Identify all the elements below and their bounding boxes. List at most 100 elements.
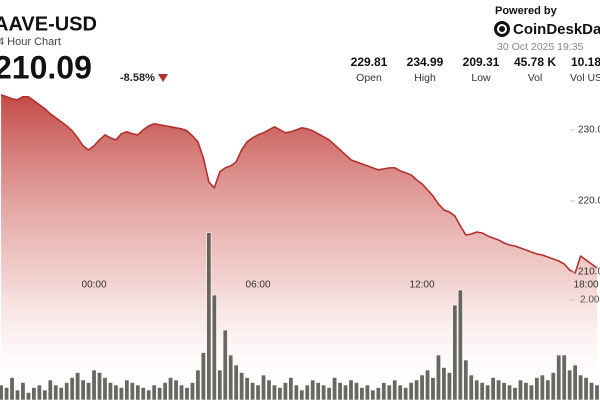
volume-bar [271, 384, 277, 400]
volume-bar [348, 379, 354, 400]
volume-bar [343, 384, 349, 400]
price-line [0, 94, 598, 274]
volume-bar [239, 372, 245, 400]
volume-bar [58, 387, 64, 400]
volume-bar [135, 384, 141, 400]
volume-bar [496, 379, 502, 400]
volume-bar [129, 382, 135, 400]
volume-bar [446, 372, 452, 400]
volume-bar [151, 384, 157, 400]
volume-bar [211, 294, 217, 400]
volume-bar [474, 379, 480, 400]
volume-bar [102, 377, 108, 400]
y-tick-label: 230.0 [578, 124, 600, 135]
volume-bar [244, 377, 250, 400]
volume-bar [583, 377, 589, 400]
volume-bar [381, 382, 387, 400]
volume-bar [375, 387, 381, 400]
volume-bar [353, 382, 359, 400]
x-tick-label: 06:00 [246, 280, 271, 291]
volume-bar [578, 374, 584, 400]
volume-bar [107, 382, 113, 400]
volume-bar [97, 372, 103, 400]
brand: CoinDeskDat [513, 21, 600, 38]
volume-bar [490, 377, 496, 400]
logo-mark [497, 24, 507, 34]
stat-value: 234.99 [407, 55, 444, 69]
volume-bar [304, 384, 310, 400]
volume-bar [397, 384, 403, 400]
volume-bar [195, 369, 201, 400]
y-tick-label: 220.0 [578, 196, 600, 207]
volume-bar [550, 372, 556, 400]
volume-bar [589, 382, 595, 400]
volume-bar [288, 377, 294, 400]
stat-label: Open [356, 72, 382, 84]
volume-bar [9, 377, 15, 400]
volume-bar [594, 384, 600, 400]
volume-bar [310, 379, 316, 400]
volume-bar [261, 374, 267, 400]
volume-bar [266, 379, 272, 400]
volume-bar [140, 387, 146, 400]
volume-bar [64, 382, 70, 400]
volume-bar [534, 377, 540, 400]
volume-bar [157, 387, 163, 400]
down-arrow [158, 74, 168, 82]
x-tick-label: 12:00 [410, 280, 435, 291]
volume-bar [118, 387, 124, 400]
volume-bar [332, 377, 338, 400]
y-tick-label: 210.0 [578, 267, 600, 278]
change: -8.58% [120, 72, 155, 84]
volume-bar [315, 382, 321, 400]
x-tick-label: 18:00 [574, 280, 599, 291]
plot: 00:00 06:00 12:00 18:00 210.0 220.0 230.0 2.00 [0, 94, 600, 400]
volume-bar [485, 384, 491, 400]
volume-bar [233, 364, 239, 400]
volume-bar [124, 379, 130, 400]
volume-bar [277, 387, 283, 400]
volume-bar [556, 354, 562, 400]
volume-bar [528, 384, 534, 400]
volume-bar [228, 354, 234, 400]
volume-bar [545, 379, 551, 400]
powered-by: Powered by [495, 5, 558, 17]
volume-bar [42, 389, 48, 400]
volume-bar [86, 382, 92, 400]
volume-bar [441, 367, 447, 400]
volume-bar [523, 382, 529, 400]
volume-bar [321, 384, 327, 400]
volume-bar [364, 384, 370, 400]
volume-bar [299, 389, 305, 400]
volume-bar [392, 379, 398, 400]
volume-bar [517, 379, 523, 400]
volume-bar [452, 304, 458, 400]
price: 210.09 [0, 49, 92, 85]
volume-bar [69, 377, 75, 400]
volume-bar [501, 382, 507, 400]
volume-bar [25, 392, 31, 400]
stat-value: 10.18 [571, 55, 600, 69]
stat-value: 229.81 [351, 55, 388, 69]
volume-bar [255, 384, 261, 400]
volume-bar [250, 382, 256, 400]
volume-bar [430, 377, 436, 400]
y2-tick-label: 2.00 [580, 295, 600, 306]
volume-bar [146, 389, 152, 400]
stat-value: 45.78 K [514, 55, 556, 69]
period: 4 Hour Chart [0, 36, 61, 48]
volume-bar [359, 387, 365, 400]
volume-bar [425, 369, 431, 400]
logo [494, 21, 510, 37]
volume-bar [168, 377, 174, 400]
volume-bar [408, 382, 414, 400]
stat-label: High [414, 72, 436, 84]
volume-bar [463, 359, 469, 400]
volume-bar [53, 384, 59, 400]
volume-bar [567, 369, 573, 400]
volume-bar [561, 354, 567, 400]
volume-bar [184, 387, 190, 400]
volume-bar [293, 384, 299, 400]
volume-bar [222, 329, 228, 400]
